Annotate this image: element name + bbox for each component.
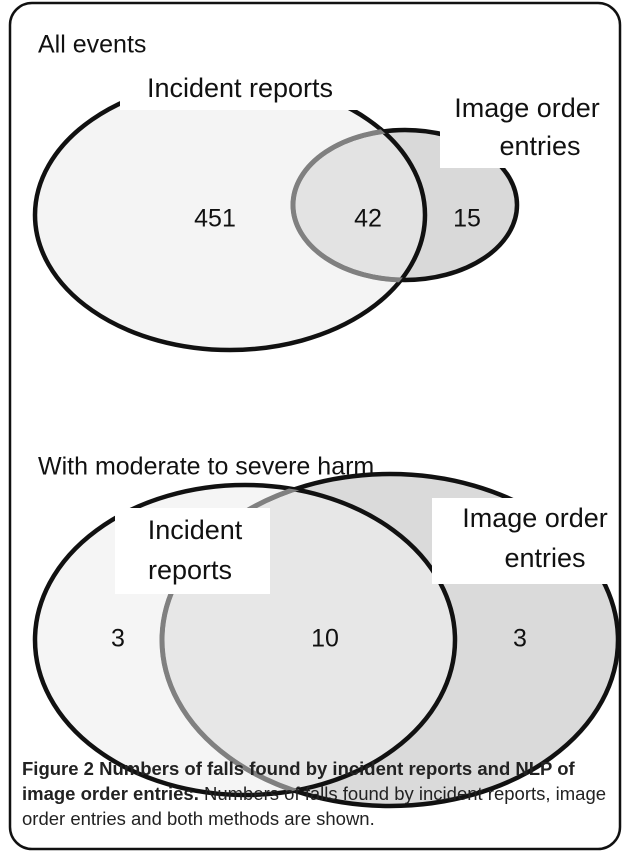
label-background (120, 68, 360, 110)
caption-label: Figure 2 (22, 758, 94, 779)
region-count: 10 (311, 625, 339, 653)
label-background (432, 498, 614, 584)
set-label: Image order (462, 503, 608, 533)
set-label: Image order (454, 93, 600, 123)
caption: Figure 2 Numbers of falls found by incid… (22, 756, 614, 831)
region-count: 3 (513, 625, 527, 653)
region-count: 15 (453, 205, 481, 233)
region-count: 451 (194, 205, 236, 233)
overlap-fill (162, 485, 455, 795)
set-a-fill (35, 80, 425, 350)
set-label: entries (504, 543, 585, 573)
label-background (115, 508, 270, 594)
set-b-inner-outline (159, 485, 455, 795)
region-count: 3 (111, 625, 125, 653)
set-label: reports (148, 555, 232, 585)
set-label: Incident reports (147, 73, 333, 103)
caption-title: Numbers of falls found by incident repor… (22, 758, 575, 804)
panel-title: All events (38, 31, 146, 59)
figure-border (8, 1, 622, 851)
panel-title: With moderate to severe harm (38, 453, 374, 481)
set-label: entries (499, 131, 580, 161)
label-background (440, 88, 612, 168)
overlap-fill (293, 130, 425, 280)
region-count: 42 (354, 205, 382, 233)
set-label: Incident (148, 515, 243, 545)
caption-text: Numbers of falls found by incident repor… (22, 783, 607, 829)
set-a-outline (32, 482, 458, 798)
